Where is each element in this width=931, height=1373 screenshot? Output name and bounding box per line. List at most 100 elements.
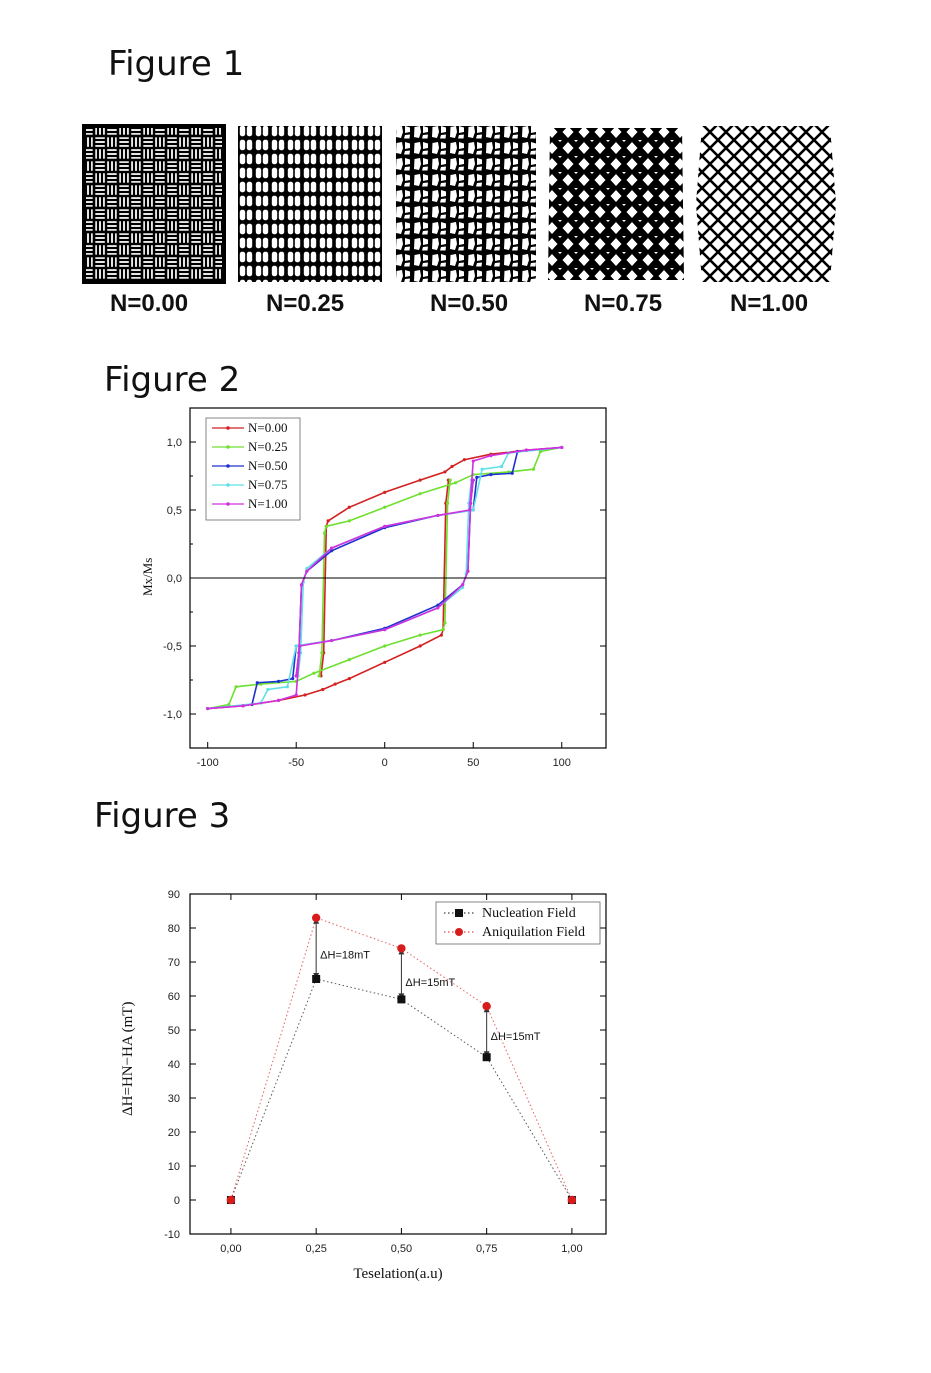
data-point <box>443 621 447 625</box>
y-tick-label: 40 <box>168 1059 180 1071</box>
loop-branch-N=1.00 <box>295 446 562 676</box>
data-point <box>299 583 304 587</box>
data-point <box>461 583 465 587</box>
data-point <box>321 687 325 692</box>
delta-annotation: ΔH=15mT <box>405 977 455 989</box>
pattern-n100 <box>696 126 836 282</box>
legend-label: N=0.00 <box>248 420 287 435</box>
data-point <box>297 651 301 655</box>
x-tick-label: 50 <box>467 757 479 769</box>
data-point <box>276 698 281 702</box>
data-point <box>347 677 351 681</box>
field-chart: 0,00 0,25 0,50 0,75 1,00 -10 0 10 20 30 40 50 60 70 80… <box>120 889 607 1282</box>
data-point <box>320 651 324 655</box>
data-point <box>294 693 298 697</box>
x-tick-label: 0,75 <box>476 1243 497 1255</box>
legend: Nucleation Field Aniquilation Field <box>435 901 601 945</box>
legend-label: N=1.00 <box>248 496 287 511</box>
x-axis-label: Teselation(a.u) <box>353 1266 442 1282</box>
figure-3-title: Figure 3 <box>94 796 231 836</box>
x-tick-label: -50 <box>288 757 304 769</box>
y-tick-label: 80 <box>168 923 180 935</box>
label-n100: N=1.00 <box>730 290 809 317</box>
delta-annotation: ΔH=15mT <box>491 1031 541 1043</box>
legend-label: N=0.25 <box>248 439 287 454</box>
data-point <box>510 471 514 475</box>
y-tick-label: 30 <box>168 1093 180 1105</box>
data-point <box>241 704 245 708</box>
data-point <box>439 633 443 637</box>
data-point <box>324 524 328 528</box>
legend-marker <box>455 928 463 936</box>
label-n000: N=0.00 <box>110 290 189 317</box>
data-point <box>330 546 334 550</box>
x-tick-label: 0,25 <box>305 1243 326 1255</box>
data-point <box>266 687 270 692</box>
label-n075: N=0.75 <box>584 290 663 317</box>
label-n025: N=0.25 <box>266 290 345 317</box>
data-point <box>531 467 536 471</box>
y-tick-label: 1,0 <box>167 437 182 449</box>
label-n050: N=0.50 <box>430 290 509 317</box>
data-point <box>480 467 484 471</box>
data-point <box>466 569 470 573</box>
x-tick-label: 0,00 <box>220 1243 241 1255</box>
data-point <box>383 490 387 494</box>
data-point <box>489 454 493 458</box>
data-point <box>294 674 298 678</box>
data-point <box>450 464 454 469</box>
legend-label: Nucleation Field <box>482 906 576 921</box>
data-point <box>383 524 387 528</box>
pattern-n050 <box>396 126 536 282</box>
loop-branch-N=1.00 <box>207 480 474 710</box>
legend-marker <box>226 445 230 449</box>
pattern-n000 <box>82 124 226 284</box>
legend-label: N=0.75 <box>248 477 287 492</box>
data-point <box>436 513 440 518</box>
data-point <box>448 478 452 482</box>
data-point <box>276 679 281 683</box>
aniquilation-point <box>226 1195 236 1205</box>
y-tick-label: 0,0 <box>167 573 182 585</box>
data-point <box>418 478 422 482</box>
figure-1-title: Figure 1 <box>108 44 245 84</box>
legend-marker <box>226 464 230 468</box>
y-tick-label: 0,5 <box>167 505 182 517</box>
data-point <box>453 481 458 485</box>
y-tick-label: 90 <box>168 889 180 901</box>
data-point <box>227 702 231 707</box>
data-point <box>441 628 445 632</box>
nucleation-point <box>312 975 321 983</box>
data-point <box>255 681 259 685</box>
data-point <box>333 682 337 686</box>
data-point <box>347 505 351 509</box>
data-point <box>499 464 504 469</box>
data-point <box>418 492 422 496</box>
legend-marker <box>455 909 463 917</box>
data-point <box>418 644 422 648</box>
x-tick-label: 0 <box>382 757 388 769</box>
y-tick-label: 50 <box>168 1025 180 1037</box>
data-point <box>468 508 472 512</box>
pattern-n025 <box>238 126 382 282</box>
data-point <box>461 585 465 590</box>
legend-marker <box>226 426 230 430</box>
data-point <box>347 658 351 662</box>
y-tick-label: 0 <box>174 1195 180 1207</box>
data-point <box>305 569 309 573</box>
hysteresis-chart: -100 -50 0 50 100 1,0 0,5 0,0 -0,5 -1,0 Mx/Ms N=0… <box>140 407 607 769</box>
y-tick-label: -0,5 <box>163 641 182 653</box>
aniquilation-point <box>397 944 406 953</box>
y-axis-label: Mx/Ms <box>140 558 155 596</box>
aniquilation-point <box>311 913 321 922</box>
data-point <box>317 674 321 678</box>
y-tick-label: 20 <box>168 1127 180 1139</box>
nucleation-point <box>397 995 406 1004</box>
x-tick-label: 100 <box>553 757 571 769</box>
legend-label: N=0.50 <box>248 458 287 473</box>
delta-annotation: ΔH=18mT <box>320 950 370 962</box>
figure-2-title: Figure 2 <box>104 360 241 400</box>
data-point <box>560 445 564 450</box>
data-point <box>383 644 387 648</box>
legend: N=0.00 N=0.25 N=0.50 N=0.75 N=1.00 <box>205 417 301 521</box>
